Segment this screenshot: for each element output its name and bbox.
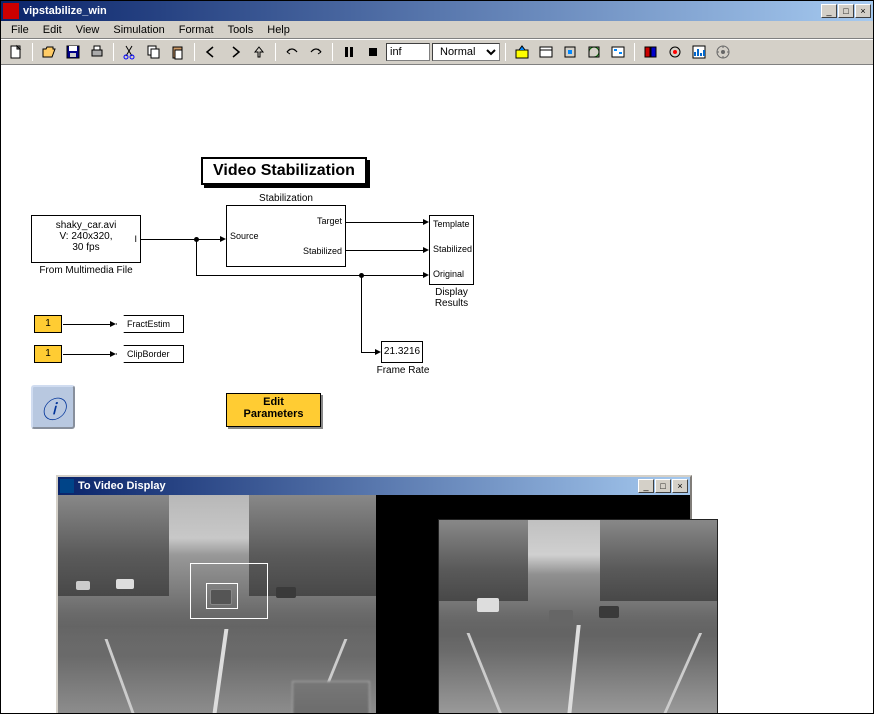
menu-view[interactable]: View <box>70 23 106 37</box>
print-button[interactable] <box>86 41 108 63</box>
stab-out2: Stabilized <box>303 246 342 256</box>
library-button[interactable] <box>640 41 662 63</box>
copy-button[interactable] <box>143 41 165 63</box>
stop-button[interactable] <box>362 41 384 63</box>
block-display-results[interactable]: Template Stabilized Original <box>429 215 474 285</box>
build-button[interactable] <box>511 41 533 63</box>
back-button[interactable] <box>200 41 222 63</box>
disp-in2: Stabilized <box>433 244 472 254</box>
mmfile-line2: V: 240x320, <box>36 231 136 242</box>
menu-simulation[interactable]: Simulation <box>107 23 170 37</box>
mmfile-caption: From Multimedia File <box>31 265 141 276</box>
model-canvas[interactable]: Video Stabilization shaky_car.avi V: 240… <box>1 65 873 713</box>
video-original: (+22.6,-04.6) <box>58 495 376 713</box>
video-titlebar: To Video Display _ □ × <box>58 477 690 495</box>
block-edit-parameters[interactable]: Edit Parameters <box>226 393 321 427</box>
menu-edit[interactable]: Edit <box>37 23 68 37</box>
cut-button[interactable] <box>119 41 141 63</box>
block-stabilization[interactable]: Source Target Stabilized <box>226 205 346 267</box>
update-button[interactable] <box>559 41 581 63</box>
stab-out1: Target <box>317 216 342 226</box>
block-from-multimedia-file[interactable]: shaky_car.avi V: 240x320, 30 fps I <box>31 215 141 263</box>
diagram-title: Video Stabilization <box>201 157 367 185</box>
video-title: To Video Display <box>78 480 638 492</box>
video-content: (+22.6,-04.6) <box>58 495 690 713</box>
model-button[interactable] <box>607 41 629 63</box>
window-title: vipstabilize_win <box>23 5 821 17</box>
block-const-2[interactable]: 1 <box>34 345 62 363</box>
video-close-button[interactable]: × <box>672 479 688 493</box>
mode-select[interactable]: Normal <box>432 43 500 61</box>
refresh-button[interactable] <box>583 41 605 63</box>
minimize-button[interactable]: _ <box>821 4 837 18</box>
open-button[interactable] <box>38 41 60 63</box>
stab-caption: Stabilization <box>226 193 346 204</box>
video-minimize-button[interactable]: _ <box>638 479 654 493</box>
debugger-button[interactable] <box>664 41 686 63</box>
profiler-button[interactable] <box>688 41 710 63</box>
window-buttons: _ □ × <box>821 4 871 18</box>
block-framerate[interactable]: 21.3216 <box>381 341 423 363</box>
menu-format[interactable]: Format <box>173 23 220 37</box>
stoptime-input[interactable] <box>386 43 430 61</box>
menubar: File Edit View Simulation Format Tools H… <box>1 21 873 39</box>
menu-tools[interactable]: Tools <box>222 23 260 37</box>
video-maximize-button[interactable]: □ <box>655 479 671 493</box>
menu-help[interactable]: Help <box>261 23 296 37</box>
stab-in: Source <box>230 231 259 241</box>
template-thumbnail <box>292 681 370 713</box>
paste-button[interactable] <box>167 41 189 63</box>
disp-in3: Original <box>433 269 464 279</box>
video-icon <box>60 479 74 493</box>
block-tag-clipborder[interactable]: ClipBorder <box>116 345 184 363</box>
info-icon: ⓘ <box>41 390 65 425</box>
app-icon <box>3 3 19 19</box>
target-button[interactable] <box>535 41 557 63</box>
block-const-1[interactable]: 1 <box>34 315 62 333</box>
titlebar: vipstabilize_win _ □ × <box>1 1 873 21</box>
menu-file[interactable]: File <box>5 23 35 37</box>
video-display-window[interactable]: To Video Display _ □ × <box>56 475 692 713</box>
mmfile-line3: 30 fps <box>36 242 136 253</box>
forward-button[interactable] <box>224 41 246 63</box>
up-button[interactable] <box>248 41 270 63</box>
save-button[interactable] <box>62 41 84 63</box>
main-window: vipstabilize_win _ □ × File Edit View Si… <box>0 0 874 714</box>
pause-button[interactable] <box>338 41 360 63</box>
maximize-button[interactable]: □ <box>838 4 854 18</box>
redo-button[interactable] <box>305 41 327 63</box>
block-tag-fractestim[interactable]: FractEstim <box>116 315 184 333</box>
video-stabilized <box>438 519 718 713</box>
advisor-button[interactable] <box>712 41 734 63</box>
new-button[interactable] <box>5 41 27 63</box>
disp-caption: Display Results <box>429 287 474 309</box>
toolbar: Normal <box>1 39 873 65</box>
framerate-caption: Frame Rate <box>373 365 433 376</box>
block-info[interactable]: ⓘ <box>31 385 75 429</box>
mmfile-port-out: I <box>134 234 137 244</box>
undo-button[interactable] <box>281 41 303 63</box>
close-button[interactable]: × <box>855 4 871 18</box>
disp-in1: Template <box>433 219 470 229</box>
mmfile-line1: shaky_car.avi <box>36 220 136 231</box>
